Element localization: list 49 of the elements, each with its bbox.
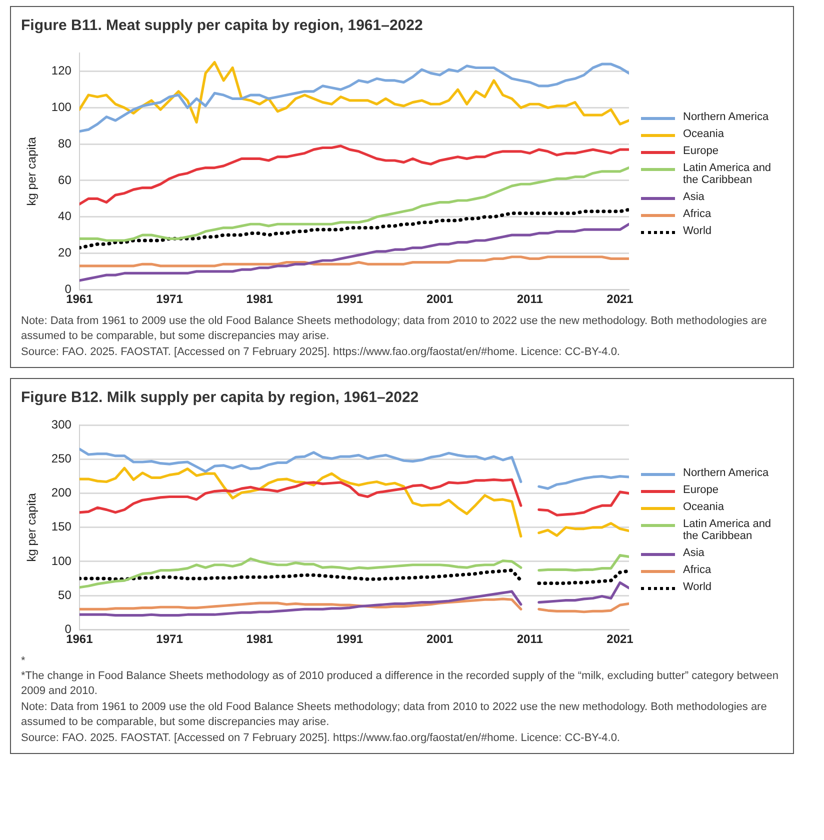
source-note: Source: FAO. 2025. FAOSTAT. [Accessed on 7 February 2025]. https://www.fao.org/faostat/en/#home. Licence: CC-BY-4.0. <box>21 344 621 360</box>
legend-label: Europe <box>683 484 718 496</box>
x-tick-label: 1991 <box>336 632 364 646</box>
text: * <box>21 654 26 668</box>
y-axis-title: kg per capita <box>24 136 39 206</box>
legend-label: Latin America and the Caribbean <box>683 162 772 186</box>
source-note: Source: FAO. 2025. FAOSTAT. [Accessed on 7 February 2025]. https://www.fao.org/faostat/en/#home. Licence: CC-BY-4.0. <box>21 730 621 746</box>
y-tick-label: 200 <box>51 485 72 500</box>
y-tick-label: 250 <box>51 451 72 466</box>
y-tick-label: 120 <box>51 64 72 78</box>
x-tick-label: 1981 <box>246 632 274 646</box>
text: Note: Data from 1961 to 2009 use the old Food Balance Sheets methodology; data from 2010 to 2022 use the new methodology. Both methodologies are assumed to be comparable, but some discrepancies may arise. <box>21 700 768 730</box>
x-tick-label: 1991 <box>336 292 364 306</box>
y-tick-label: 80 <box>58 136 72 150</box>
y-axis-title: kg per capita <box>24 492 39 562</box>
x-tick-label: 2021 <box>606 292 634 306</box>
x-tick-label: 2021 <box>606 632 634 646</box>
x-tick-label: 2011 <box>516 632 544 646</box>
x-tick-label: 1981 <box>246 292 274 306</box>
legend-label: World <box>683 580 712 593</box>
legend-label: Africa <box>683 208 712 220</box>
y-tick-label: 100 <box>51 100 72 114</box>
x-tick-label: 2011 <box>516 292 544 306</box>
y-tick-label: 300 <box>51 417 72 432</box>
legend-label: Northern America <box>683 111 769 123</box>
legend-label: Northern America <box>683 466 769 479</box>
legend-label: Latin America and the Caribbean <box>683 518 772 542</box>
legend-label: World <box>683 225 712 237</box>
y-tick-label: 60 <box>58 172 72 187</box>
x-tick-label: 2001 <box>426 632 454 646</box>
line-series <box>79 208 629 250</box>
y-tick-label: 150 <box>51 519 72 534</box>
legend-label: Oceania <box>683 500 724 513</box>
y-tick-label: 20 <box>58 246 72 260</box>
y-tick-label: 40 <box>58 209 72 224</box>
x-tick-label: 2001 <box>426 292 454 306</box>
legend-label: Africa <box>683 564 712 576</box>
y-tick-label: 50 <box>58 587 72 602</box>
x-tick-label: 1971 <box>156 292 184 306</box>
legend-label: Asia <box>683 191 704 203</box>
x-tick-label: 1971 <box>156 632 184 646</box>
legend-label: Asia <box>683 546 704 559</box>
legend-label: Europe <box>683 145 718 157</box>
chart-title: Figure B12. Milk supply per capita by region, 1961–2022 <box>21 388 420 406</box>
text: *The change in Food Balance Sheets methodology as of 2010 produced a difference in the recorded supply of the “milk, excluding butter” category between 2009 and 2010. <box>21 669 780 700</box>
chart-title: Figure B11. Meat supply per capita by region, 1961–2022 <box>21 17 424 34</box>
legend-label: Oceania <box>683 128 724 140</box>
y-tick-label: 100 <box>51 553 72 568</box>
text: Note: Data from 1961 to 2009 use the old Food Balance Sheets methodology; data from 2010 to 2022 use the new methodology. Both methodologies are assumed to be comparable, but some discrepancies may arise. <box>21 314 768 344</box>
